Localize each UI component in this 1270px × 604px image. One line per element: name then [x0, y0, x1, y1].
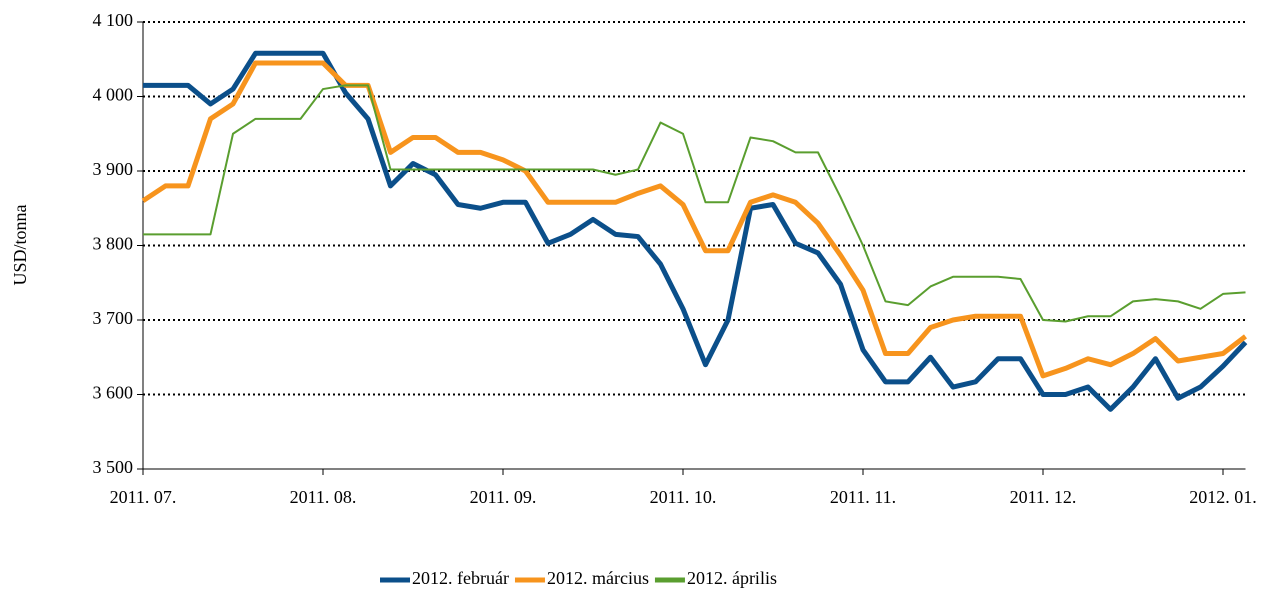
- y-tick-label: 3 600: [93, 383, 134, 403]
- x-tick-label: 2011. 07.: [110, 487, 177, 507]
- x-tick-label: 2011. 08.: [290, 487, 357, 507]
- y-tick-label: 3 900: [93, 159, 134, 179]
- y-axis-title: USD/tonna: [10, 204, 30, 285]
- legend-label: 2012. április: [687, 568, 777, 588]
- x-tick-label: 2011. 09.: [470, 487, 537, 507]
- legend-label: 2012. március: [547, 568, 649, 588]
- x-tick-label: 2011. 12.: [1010, 487, 1077, 507]
- x-tick-label: 2011. 10.: [650, 487, 717, 507]
- x-tick-label: 2011. 11.: [830, 487, 896, 507]
- legend-label: 2012. február: [412, 568, 509, 588]
- y-tick-label: 4 100: [93, 10, 134, 30]
- series-line: [143, 84, 1246, 323]
- y-tick-label: 3 700: [93, 308, 134, 328]
- y-tick-label: 3 500: [93, 457, 134, 477]
- x-tick-label: 2012. 01.: [1189, 487, 1257, 507]
- y-tick-label: 4 000: [93, 85, 134, 105]
- series-line: [143, 50, 1248, 412]
- y-tick-label: 3 800: [93, 234, 134, 254]
- series-line: [141, 60, 1248, 379]
